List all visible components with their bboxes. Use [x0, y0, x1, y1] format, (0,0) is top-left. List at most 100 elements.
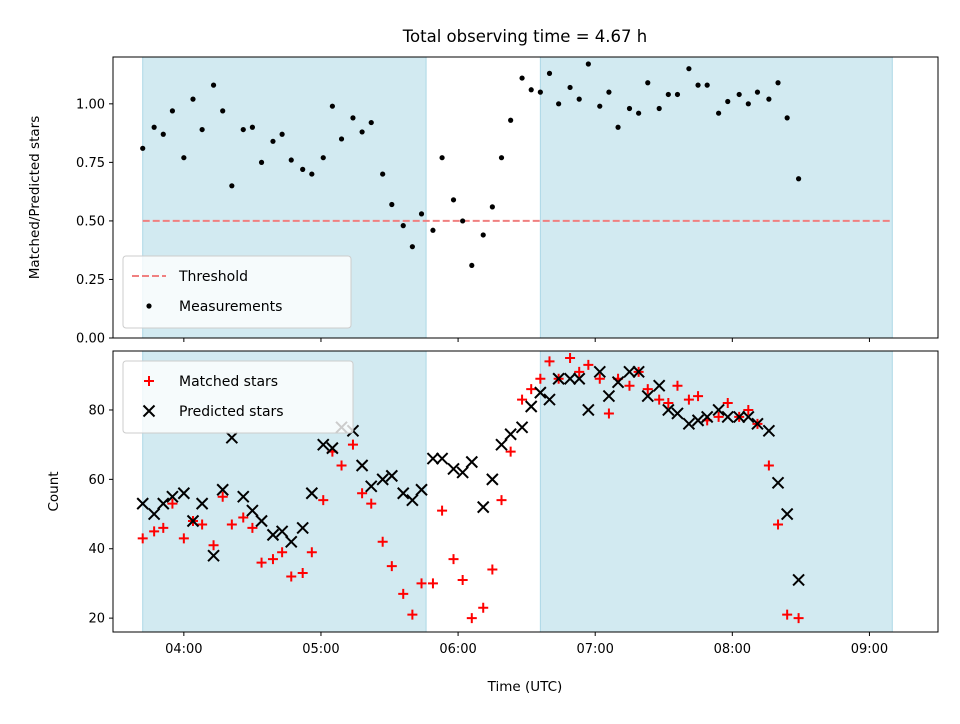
predicted-star-point: [525, 400, 538, 413]
predicted-star-point: [632, 365, 645, 379]
measurement-point: [210, 82, 217, 88]
measurement-point: [885, 0, 890, 3]
matched-star-point: [683, 394, 694, 405]
predicted-star-point: [742, 410, 755, 424]
predicted-star-point: [593, 365, 606, 379]
matched-star-point: [624, 380, 635, 391]
measurement-point: [368, 119, 374, 126]
measurement-point: [606, 89, 612, 95]
matched-star-point: [448, 554, 459, 565]
measurement-point: [546, 70, 553, 76]
matched-star-point: [603, 408, 614, 419]
matched-star-point: [773, 519, 784, 530]
predicted-star-point: [317, 438, 330, 451]
measurement-point: [199, 126, 205, 133]
measurement-point: [686, 66, 692, 72]
x-tick-label: 04:00: [165, 642, 202, 657]
measurement-point: [270, 138, 276, 144]
legend-box: [122, 360, 354, 434]
measurement-point: [814, 0, 819, 3]
matched-star-point: [366, 498, 377, 509]
matched-star-point: [407, 609, 418, 620]
predicted-star-point: [611, 376, 625, 389]
measurement-point: [695, 82, 701, 88]
measurement-point: [151, 124, 157, 130]
predicted-star-point: [700, 410, 714, 424]
measurement-point: [400, 223, 406, 229]
predicted-star-point: [285, 535, 298, 549]
predicted-star-point: [543, 393, 556, 406]
measurement-point: [674, 91, 681, 98]
y-tick-label: 0.75: [76, 156, 105, 171]
matched-star-point: [267, 554, 278, 565]
predicted-star-point: [732, 410, 746, 424]
predicted-star-point: [216, 483, 229, 496]
matched-star-point: [487, 564, 498, 575]
legend-label: Matched stars: [179, 374, 278, 390]
legend-label: Predicted stars: [179, 404, 284, 420]
legend: Matched stars Predicted stars: [122, 360, 354, 434]
measurement-point: [585, 61, 591, 67]
predicted-star-point: [266, 528, 280, 542]
bottom-panel-counts: 20 40 60 80 04:00 05:00 06:00 07:00 08:00 09:00 Co…: [46, 350, 939, 657]
measurement-point: [645, 80, 651, 86]
legend-measurement-swatch: [146, 303, 152, 309]
measurement-point: [626, 105, 633, 112]
measurement-point: [636, 110, 642, 116]
predicted-star-point: [225, 431, 239, 444]
matched-star-point: [178, 533, 189, 544]
legend-matched-swatch: [144, 376, 154, 386]
predicted-star-point: [465, 455, 479, 469]
predicted-star-point: [237, 490, 250, 503]
x-tick-label: 09:00: [851, 642, 888, 657]
predicted-star-point: [780, 507, 794, 521]
measurement-point: [279, 131, 285, 137]
matched-star-point: [722, 398, 733, 409]
predicted-star-point: [355, 459, 369, 472]
measurement-point: [704, 82, 710, 88]
predicted-star-point: [136, 497, 149, 510]
measurement-point: [846, 0, 851, 3]
measurement-point: [567, 84, 573, 91]
measurement-point: [190, 96, 196, 102]
matched-star-point: [642, 384, 653, 395]
matched-star-point: [437, 505, 448, 516]
matched-star-point: [663, 398, 674, 409]
measurement-point: [894, 0, 899, 3]
legend-box: [122, 255, 352, 329]
predicted-star-point: [486, 473, 499, 486]
measurement-point: [450, 197, 457, 203]
matched-star-point: [226, 519, 237, 530]
measurement-point: [460, 218, 466, 224]
y-tick-label: 0.00: [76, 332, 105, 347]
matched-star-point: [347, 439, 358, 450]
matched-star-point: [466, 613, 477, 624]
y-tick-label: 0.50: [76, 214, 105, 229]
matched-star-point: [743, 404, 754, 415]
x-tick-label: 07:00: [576, 642, 613, 657]
matched-star-point: [137, 533, 148, 544]
predicted-star-point: [691, 414, 705, 427]
measurement-point: [309, 171, 315, 177]
measurement-point: [489, 204, 495, 210]
predicted-star-point: [762, 424, 776, 437]
matched-star-point: [517, 394, 528, 405]
measurement-point: [220, 108, 226, 114]
predicted-star-point: [195, 497, 209, 510]
measurement-point: [537, 89, 543, 95]
predicted-star-point: [671, 407, 684, 420]
measurement-point: [665, 91, 671, 98]
predicted-star-point: [771, 476, 785, 490]
matched-star-point: [208, 540, 219, 551]
predicted-star-point: [255, 514, 268, 528]
predicted-star-point: [415, 483, 428, 496]
measurement-point: [320, 155, 326, 161]
measurement-point: [775, 80, 781, 86]
predicted-star-point: [296, 521, 309, 535]
measurement-point: [350, 115, 356, 121]
matched-star-point: [149, 526, 160, 537]
shaded-interval: [540, 57, 893, 338]
y-tick-label: 80: [88, 403, 105, 418]
measurement-point: [338, 136, 345, 142]
